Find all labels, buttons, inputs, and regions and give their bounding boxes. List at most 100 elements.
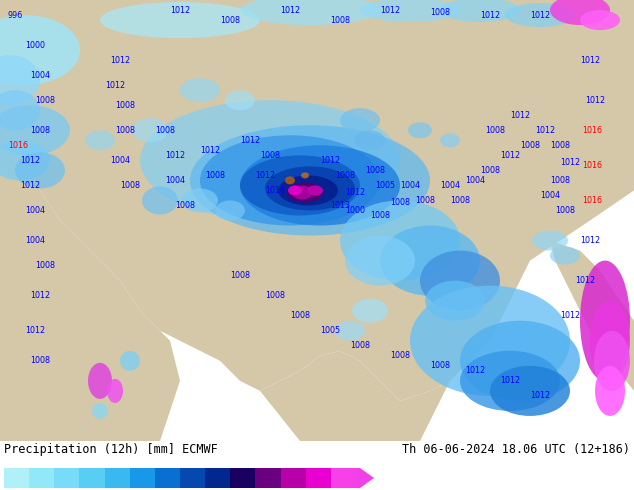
Text: 1016: 1016 bbox=[8, 141, 28, 150]
Ellipse shape bbox=[215, 200, 245, 220]
Text: 1012: 1012 bbox=[345, 188, 365, 197]
Text: 1012: 1012 bbox=[575, 276, 595, 285]
Text: 1008: 1008 bbox=[390, 198, 410, 207]
Bar bbox=[256, 468, 281, 488]
Text: 1005: 1005 bbox=[320, 326, 340, 335]
Ellipse shape bbox=[460, 351, 560, 411]
Bar bbox=[55, 468, 79, 488]
Text: 1008: 1008 bbox=[330, 16, 350, 24]
Ellipse shape bbox=[301, 172, 309, 178]
Ellipse shape bbox=[88, 363, 112, 399]
Ellipse shape bbox=[590, 301, 630, 381]
Text: 1012: 1012 bbox=[480, 10, 500, 20]
Text: 1016: 1016 bbox=[265, 186, 285, 195]
Polygon shape bbox=[550, 241, 634, 391]
Text: 1008: 1008 bbox=[350, 341, 370, 350]
Ellipse shape bbox=[0, 105, 70, 155]
Ellipse shape bbox=[85, 130, 115, 150]
Text: 1004: 1004 bbox=[440, 181, 460, 190]
Text: 1000: 1000 bbox=[345, 206, 365, 215]
Text: 1008: 1008 bbox=[480, 166, 500, 175]
Ellipse shape bbox=[287, 182, 323, 202]
Ellipse shape bbox=[352, 299, 388, 323]
Bar bbox=[29, 468, 55, 488]
Ellipse shape bbox=[505, 3, 575, 27]
Text: 1012: 1012 bbox=[280, 5, 300, 15]
Ellipse shape bbox=[408, 122, 432, 138]
Ellipse shape bbox=[340, 108, 380, 132]
Text: Th 06-06-2024 18.06 UTC (12+186): Th 06-06-2024 18.06 UTC (12+186) bbox=[402, 443, 630, 456]
Text: 1008: 1008 bbox=[205, 171, 225, 180]
Bar bbox=[331, 468, 356, 488]
Ellipse shape bbox=[0, 15, 80, 85]
Ellipse shape bbox=[0, 140, 50, 180]
Text: 1004: 1004 bbox=[400, 181, 420, 190]
Ellipse shape bbox=[92, 403, 108, 419]
Text: 1004: 1004 bbox=[25, 236, 45, 245]
Text: 1004: 1004 bbox=[165, 176, 185, 185]
Text: 1012: 1012 bbox=[530, 10, 550, 20]
Ellipse shape bbox=[340, 200, 460, 281]
Ellipse shape bbox=[0, 90, 40, 130]
Text: 1008: 1008 bbox=[520, 141, 540, 150]
Text: 1012: 1012 bbox=[585, 96, 605, 105]
Ellipse shape bbox=[580, 10, 620, 30]
Ellipse shape bbox=[200, 135, 380, 225]
Text: 1012: 1012 bbox=[255, 171, 275, 180]
Text: 1012: 1012 bbox=[20, 156, 40, 165]
Ellipse shape bbox=[140, 100, 400, 220]
Text: 1004: 1004 bbox=[30, 71, 50, 80]
Ellipse shape bbox=[190, 125, 430, 236]
Text: Precipitation (12h) [mm] ECMWF: Precipitation (12h) [mm] ECMWF bbox=[4, 443, 217, 456]
Ellipse shape bbox=[240, 155, 360, 216]
Text: 1008: 1008 bbox=[115, 101, 135, 110]
Ellipse shape bbox=[425, 281, 485, 321]
Ellipse shape bbox=[420, 250, 500, 311]
Ellipse shape bbox=[460, 321, 580, 401]
Text: 1008: 1008 bbox=[35, 96, 55, 105]
Text: 1016: 1016 bbox=[582, 161, 602, 170]
Ellipse shape bbox=[225, 90, 255, 110]
Text: 1008: 1008 bbox=[430, 361, 450, 370]
Ellipse shape bbox=[550, 0, 610, 25]
Ellipse shape bbox=[594, 331, 630, 391]
Text: 1000: 1000 bbox=[25, 41, 45, 49]
FancyArrow shape bbox=[356, 468, 374, 488]
Text: 1012: 1012 bbox=[510, 111, 530, 120]
Text: 1012: 1012 bbox=[170, 5, 190, 15]
Ellipse shape bbox=[490, 366, 570, 416]
Text: 1012: 1012 bbox=[580, 236, 600, 245]
Text: 1008: 1008 bbox=[550, 141, 570, 150]
Bar bbox=[281, 468, 306, 488]
Text: 1016: 1016 bbox=[582, 196, 602, 205]
Text: 1008: 1008 bbox=[120, 181, 140, 190]
Ellipse shape bbox=[335, 321, 365, 341]
Text: 1008: 1008 bbox=[370, 211, 390, 220]
Ellipse shape bbox=[410, 286, 570, 396]
Bar bbox=[79, 468, 105, 488]
Ellipse shape bbox=[240, 0, 380, 25]
Ellipse shape bbox=[288, 185, 302, 196]
Ellipse shape bbox=[142, 186, 178, 215]
Ellipse shape bbox=[107, 379, 123, 403]
Text: 1012: 1012 bbox=[25, 326, 45, 335]
Text: 1012: 1012 bbox=[580, 56, 600, 65]
Text: 1004: 1004 bbox=[110, 156, 130, 165]
Bar bbox=[130, 468, 155, 488]
Ellipse shape bbox=[360, 0, 460, 22]
Text: 1008: 1008 bbox=[290, 311, 310, 320]
Text: 1008: 1008 bbox=[415, 196, 435, 205]
Text: 1012: 1012 bbox=[530, 392, 550, 400]
Text: 1012: 1012 bbox=[105, 81, 125, 90]
Ellipse shape bbox=[440, 0, 520, 22]
Text: 1008: 1008 bbox=[175, 201, 195, 210]
Text: 1004: 1004 bbox=[25, 206, 45, 215]
Text: 1012: 1012 bbox=[200, 146, 220, 155]
Text: 1008: 1008 bbox=[555, 206, 575, 215]
Ellipse shape bbox=[580, 261, 630, 381]
Text: 1008: 1008 bbox=[30, 126, 50, 135]
Ellipse shape bbox=[440, 133, 460, 147]
Text: 1008: 1008 bbox=[390, 351, 410, 360]
Text: 1004: 1004 bbox=[540, 191, 560, 200]
Ellipse shape bbox=[180, 78, 220, 102]
